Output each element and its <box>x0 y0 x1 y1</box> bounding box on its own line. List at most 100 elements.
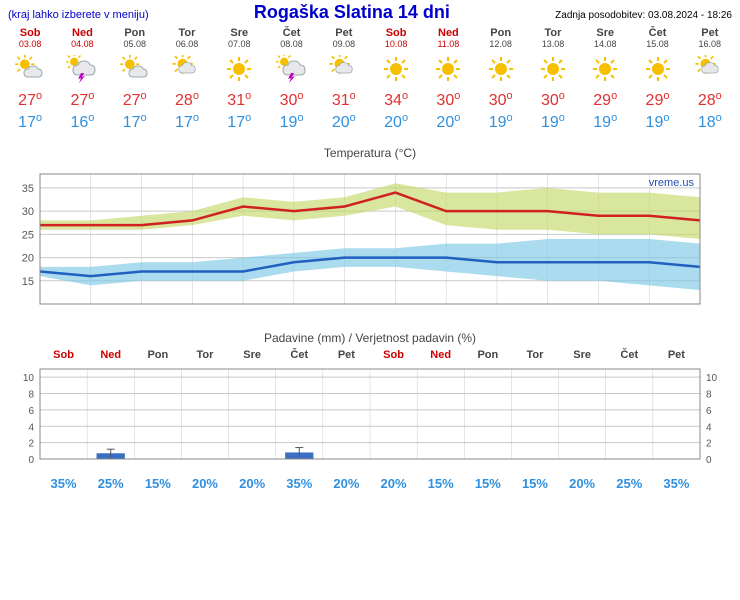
precip-probability: 35% <box>276 476 323 491</box>
precip-probability: 25% <box>87 476 134 491</box>
day-header: Čet15.08 <box>631 25 683 51</box>
precip-day-label: Tor <box>181 349 228 361</box>
low-temp: 18o <box>684 112 736 134</box>
low-temp: 20o <box>318 112 370 134</box>
precip-day-label: Sob <box>370 349 417 361</box>
weather-icon <box>684 55 736 88</box>
high-temp: 31o <box>213 90 265 112</box>
weather-icon <box>4 55 56 88</box>
weather-icon <box>422 55 474 88</box>
precip-probability: 20% <box>323 476 370 491</box>
precip-probability: 15% <box>134 476 181 491</box>
updated-text: Zadnja posodobitev: 03.08.2024 - 18:26 <box>555 10 732 21</box>
svg-text:35: 35 <box>22 183 34 195</box>
svg-text:0: 0 <box>706 455 712 466</box>
precip-chart-section: Padavine (mm) / Verjetnost padavin (%) S… <box>0 319 740 491</box>
precip-probability: 25% <box>606 476 653 491</box>
precip-probability: 20% <box>559 476 606 491</box>
weather-icon <box>318 55 370 88</box>
high-temp: 30o <box>265 90 317 112</box>
svg-text:4: 4 <box>706 422 712 433</box>
precip-day-label: Pet <box>323 349 370 361</box>
precip-day-label: Sre <box>229 349 276 361</box>
low-temp: 19o <box>631 112 683 134</box>
high-temp: 29o <box>631 90 683 112</box>
weather-icon <box>161 55 213 88</box>
precip-probability: 15% <box>417 476 464 491</box>
high-temp: 27o <box>56 90 108 112</box>
precip-day-labels: SobNedPonTorSreČetPetSobNedPonTorSreČetP… <box>4 349 736 361</box>
low-temp: 17o <box>4 112 56 134</box>
low-temp: 16o <box>56 112 108 134</box>
high-temp: 30o <box>527 90 579 112</box>
high-temp: 34o <box>370 90 422 112</box>
low-temps-row: 17o16o17o17o17o19o20o20o20o19o19o19o19o1… <box>0 112 740 134</box>
weather-icon <box>213 55 265 88</box>
precip-probability: 35% <box>40 476 87 491</box>
precip-day-label: Sre <box>559 349 606 361</box>
temp-chart-title: Temperatura (°C) <box>4 142 736 164</box>
svg-text:6: 6 <box>28 406 34 417</box>
day-header: Tor06.08 <box>161 25 213 51</box>
precip-day-label: Sob <box>40 349 87 361</box>
low-temp: 19o <box>475 112 527 134</box>
precip-day-label: Pon <box>134 349 181 361</box>
high-temp: 28o <box>684 90 736 112</box>
svg-text:2: 2 <box>28 439 34 450</box>
svg-text:vreme.us: vreme.us <box>649 177 695 189</box>
precip-probability: 20% <box>181 476 228 491</box>
precip-probability: 15% <box>511 476 558 491</box>
svg-text:8: 8 <box>28 390 34 401</box>
page-title: Rogaška Slatina 14 dni <box>149 2 556 23</box>
low-temp: 20o <box>370 112 422 134</box>
svg-text:15: 15 <box>22 276 34 288</box>
precip-day-label: Ned <box>87 349 134 361</box>
svg-text:20: 20 <box>22 253 34 265</box>
low-temp: 20o <box>422 112 474 134</box>
weather-icon <box>527 55 579 88</box>
weather-icon <box>579 55 631 88</box>
precip-probability: 20% <box>370 476 417 491</box>
day-header: Sre14.08 <box>579 25 631 51</box>
svg-text:10: 10 <box>706 373 718 384</box>
weather-icon <box>56 55 108 88</box>
precip-day-label: Čet <box>276 349 323 361</box>
day-header: Pet16.08 <box>684 25 736 51</box>
weather-icon <box>475 55 527 88</box>
weather-icon <box>370 55 422 88</box>
svg-text:0: 0 <box>28 455 34 466</box>
temp-chart: 15 20 25 30 35 vreme.us <box>4 164 736 314</box>
day-header: Pet09.08 <box>318 25 370 51</box>
precip-day-label: Čet <box>606 349 653 361</box>
svg-text:6: 6 <box>706 406 712 417</box>
high-temps-row: 27o27o27o28o31o30o31o34o30o30o30o29o29o2… <box>0 90 740 112</box>
subtitle: (kraj lahko izberete v meniju) <box>8 9 149 21</box>
low-temp: 17o <box>109 112 161 134</box>
weather-icons-row <box>0 51 740 90</box>
svg-text:25: 25 <box>22 229 34 241</box>
high-temp: 29o <box>579 90 631 112</box>
low-temp: 19o <box>265 112 317 134</box>
high-temp: 28o <box>161 90 213 112</box>
svg-text:30: 30 <box>22 206 34 218</box>
day-header: Tor13.08 <box>527 25 579 51</box>
day-header: Pon12.08 <box>475 25 527 51</box>
precip-prob-row: 35%25%15%20%20%35%20%20%15%15%15%20%25%3… <box>4 476 736 491</box>
day-header: Sob03.08 <box>4 25 56 51</box>
svg-text:2: 2 <box>706 439 712 450</box>
precip-probability: 35% <box>653 476 700 491</box>
precip-chart-title: Padavine (mm) / Verjetnost padavin (%) <box>4 327 736 349</box>
high-temp: 30o <box>422 90 474 112</box>
low-temp: 19o <box>527 112 579 134</box>
svg-text:8: 8 <box>706 390 712 401</box>
day-header: Sre07.08 <box>213 25 265 51</box>
svg-text:4: 4 <box>28 422 34 433</box>
precip-chart: 00224466881010 <box>4 361 736 471</box>
day-header: Ned04.08 <box>56 25 108 51</box>
precip-day-label: Pet <box>653 349 700 361</box>
precip-probability: 20% <box>229 476 276 491</box>
high-temp: 27o <box>4 90 56 112</box>
day-header: Pon05.08 <box>109 25 161 51</box>
high-temp: 30o <box>475 90 527 112</box>
precip-day-label: Ned <box>417 349 464 361</box>
